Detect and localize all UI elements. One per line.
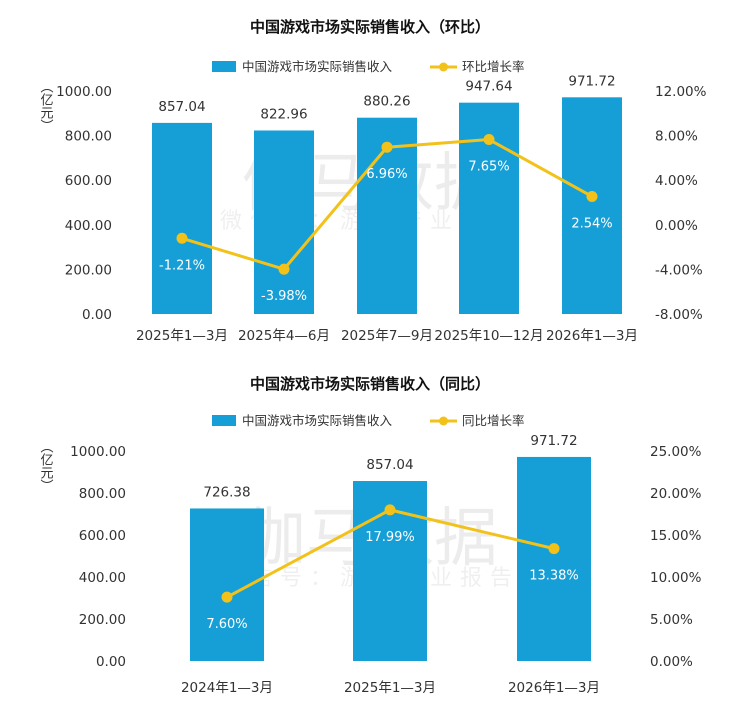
left-axis-tick-label: 200.00: [79, 612, 126, 628]
left-axis-tick-label: 200.00: [65, 262, 112, 278]
growth-rate-label: 7.60%: [206, 617, 247, 632]
right-axis-tick-label: 5.00%: [650, 612, 693, 628]
x-axis-tick-label: 2025年1—3月: [136, 328, 228, 344]
x-axis-tick-label: 2026年1—3月: [508, 680, 600, 696]
growth-rate-label: -3.98%: [261, 289, 307, 304]
bar-value-label: 726.38: [203, 484, 250, 500]
right-axis-tick-label: 8.00%: [655, 129, 698, 145]
bar: [562, 97, 622, 314]
right-axis-tick-label: -4.00%: [655, 262, 703, 278]
left-axis-tick-label: 1000.00: [70, 444, 126, 460]
left-axis-tick-label: 1000.00: [56, 84, 112, 100]
bar-value-label: 880.26: [363, 94, 410, 110]
growth-rate-point: [483, 134, 495, 146]
bar: [152, 122, 212, 314]
left-axis-tick-label: 0.00: [96, 654, 126, 670]
right-axis-tick-label: -8.00%: [655, 307, 703, 323]
y-axis-unit-label: （亿元）: [38, 80, 54, 132]
right-axis-tick-label: 12.00%: [655, 84, 707, 100]
left-axis-tick-label: 800.00: [79, 486, 126, 502]
right-axis-tick-label: 4.00%: [655, 173, 698, 189]
x-axis-tick-label: 2025年1—3月: [344, 680, 436, 696]
left-axis-tick-label: 800.00: [65, 129, 112, 145]
growth-rate-point: [548, 543, 560, 555]
bar-value-label: 857.04: [158, 99, 205, 115]
bar: [517, 456, 591, 661]
x-axis-tick-label: 2026年1—3月: [546, 328, 638, 344]
bar-value-label: 857.04: [366, 457, 413, 473]
left-axis-tick-label: 400.00: [65, 218, 112, 234]
y-axis-unit-label: （亿元）: [38, 440, 54, 492]
legend-bar-label: 中国游戏市场实际销售收入: [242, 413, 393, 428]
left-axis-tick-label: 600.00: [79, 528, 126, 544]
bar: [254, 130, 314, 314]
right-axis-tick-label: 0.00%: [650, 654, 693, 670]
growth-rate-label: 7.65%: [468, 160, 509, 175]
x-axis-tick-label: 2025年4—6月: [238, 328, 330, 344]
legend-bar-label: 中国游戏市场实际销售收入: [242, 59, 393, 74]
growth-rate-point: [176, 232, 188, 244]
bar-value-label: 971.72: [568, 73, 615, 89]
x-axis-tick-label: 2024年1—3月: [181, 680, 273, 696]
legend-bar-swatch: [212, 61, 236, 72]
growth-rate-label: 17.99%: [365, 530, 415, 545]
legend-line-marker: [439, 416, 448, 426]
growth-rate-point: [384, 504, 396, 516]
right-axis-tick-label: 10.00%: [650, 570, 702, 586]
chart-title: 中国游戏市场实际销售收入（环比）: [250, 18, 490, 36]
legend-bar-swatch: [212, 415, 236, 426]
left-axis-tick-label: 0.00: [82, 307, 112, 323]
growth-rate-label: 2.54%: [571, 216, 612, 231]
x-axis-tick-label: 2025年10—12月: [434, 328, 543, 344]
legend-line-label: 环比增长率: [462, 59, 525, 74]
growth-rate-point: [278, 263, 290, 275]
growth-rate-label: -1.21%: [159, 258, 205, 273]
bar-value-label: 947.64: [465, 79, 512, 95]
x-axis-tick-label: 2025年7—9月: [341, 328, 433, 344]
right-axis-tick-label: 15.00%: [650, 528, 702, 544]
legend-line-label: 同比增长率: [462, 413, 525, 428]
growth-rate-point: [586, 190, 598, 202]
right-axis-tick-label: 0.00%: [655, 218, 698, 234]
bar-value-label: 971.72: [530, 433, 577, 449]
right-axis-tick-label: 20.00%: [650, 486, 702, 502]
left-axis-tick-label: 400.00: [79, 570, 126, 586]
bar-value-label: 822.96: [260, 106, 307, 122]
growth-rate-label: 6.96%: [366, 167, 407, 182]
growth-rate-point: [381, 141, 393, 153]
legend-line-marker: [439, 62, 448, 72]
chart-title: 中国游戏市场实际销售收入（同比）: [250, 375, 490, 393]
growth-rate-label: 13.38%: [529, 569, 579, 584]
growth-rate-point: [221, 591, 233, 603]
chart-2: 伽马数据微信号：游戏产业报告中国游戏市场实际销售收入（同比）中国游戏市场实际销售…: [38, 375, 702, 696]
chart-1: 伽马数据微信号：游戏产业报告中国游戏市场实际销售收入（环比）中国游戏市场实际销售…: [38, 18, 707, 344]
left-axis-tick-label: 600.00: [65, 173, 112, 189]
right-axis-tick-label: 25.00%: [650, 444, 702, 460]
